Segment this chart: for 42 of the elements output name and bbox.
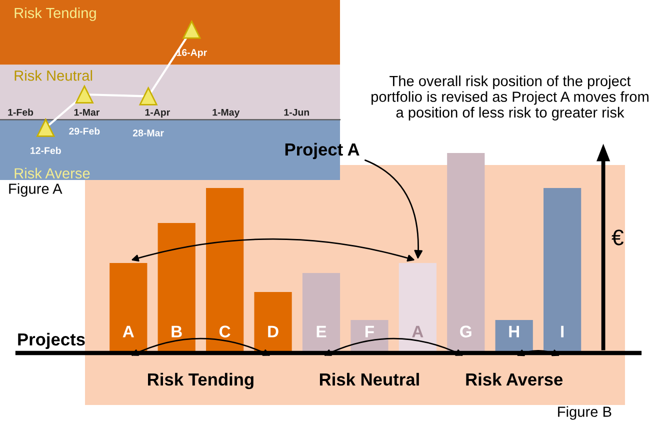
x-tick-label: A <box>412 326 424 338</box>
x-tick-label: 1-May <box>212 108 240 118</box>
x-tick-label: 1-Mar <box>74 108 100 116</box>
bar <box>158 223 196 353</box>
text: 28-Mar <box>132 130 164 136</box>
x-tick-label: A <box>122 326 134 338</box>
bar <box>110 263 148 353</box>
point <box>139 87 158 106</box>
text: Projects <box>18 332 85 349</box>
point <box>75 85 94 104</box>
text: 12-Feb <box>30 146 61 154</box>
band-label: Risk Neutral <box>14 70 92 81</box>
bar <box>398 263 436 353</box>
text: Figure B <box>558 406 612 420</box>
x-tick-label: C <box>219 326 230 338</box>
x-tick-label: I <box>561 326 564 338</box>
x-tick-label: B <box>172 326 182 338</box>
x-tick-label: E <box>316 326 326 338</box>
annotation: 16-Apr <box>176 49 207 58</box>
point <box>182 20 201 39</box>
x-tick-label: 1-Feb <box>8 108 34 116</box>
bar <box>447 153 485 353</box>
band-label: Risk Averse <box>14 168 90 179</box>
x-tick-label: D <box>268 326 278 338</box>
annotation: 29-Feb <box>69 127 100 135</box>
x-tick-label: F <box>365 326 374 338</box>
text: Risk Tending <box>148 372 254 390</box>
bar <box>302 273 340 353</box>
text: Risk Averse <box>466 372 563 386</box>
y-axis-title: € <box>612 230 624 246</box>
x-tick-label: G <box>460 326 472 338</box>
text: Risk Neutral <box>320 372 419 386</box>
band-label: Risk Tending <box>14 7 96 22</box>
x-tick-label: 1-Apr <box>145 108 170 118</box>
bar <box>254 292 292 353</box>
point <box>36 118 55 137</box>
x-tick-label: H <box>509 326 520 338</box>
text: Figure A <box>9 183 62 197</box>
x-tick-label: 1-Jun <box>284 108 310 116</box>
bar <box>544 188 582 353</box>
text: The overall risk position of the project portfolio is revised as Project A moves from a position of less risk to greater risk <box>372 75 648 121</box>
bar <box>206 188 244 353</box>
